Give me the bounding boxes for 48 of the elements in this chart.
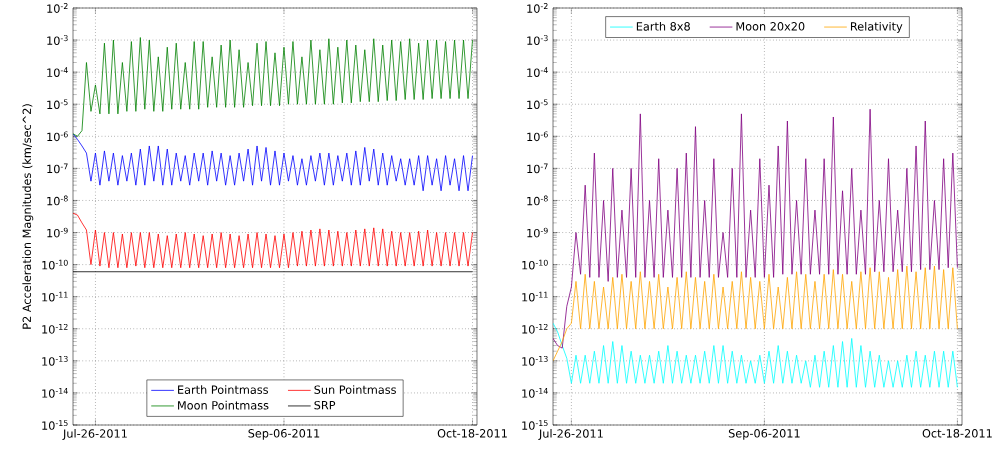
legend-label: Moon 20x20 xyxy=(736,22,805,31)
legend-label: SRP xyxy=(314,400,336,410)
y-tick-label: 10$^{-14}$ xyxy=(42,388,68,398)
y-tick-label: 10$^{-9}$ xyxy=(47,227,68,238)
y-tick-label: 10$^{-7}$ xyxy=(527,163,548,174)
y-tick-label: 10$^{-10}$ xyxy=(42,259,68,270)
x-tick-label: Sep-06-2011 xyxy=(248,429,320,440)
x-tick-label: Jul-26-2011 xyxy=(62,429,127,440)
y-tick-label: 10$^{-6}$ xyxy=(47,131,68,142)
y-tick-label: 10$^{-13}$ xyxy=(42,355,68,366)
line-series xyxy=(73,212,473,269)
y-tick-label: 10$^{-5}$ xyxy=(527,99,548,110)
legend-label: Relativity xyxy=(850,21,903,33)
y-tick-label: 10$^{-3}$ xyxy=(47,35,68,45)
line-series xyxy=(73,37,473,137)
legend-label: Earth Pointmass xyxy=(178,385,269,394)
y-tick-label: 10$^{-12}$ xyxy=(522,323,548,334)
x-tick-label: Jul-26-2011 xyxy=(538,429,603,440)
line-series xyxy=(553,322,958,388)
y-tick-label: 10$^{-2}$ xyxy=(527,3,548,13)
x-tick-label: Sep-06-2011 xyxy=(728,429,800,440)
y-tick-label: 10$^{-8}$ xyxy=(47,195,68,206)
y-tick-label: 10$^{-7}$ xyxy=(47,163,68,174)
legend-label: Moon Pointmass xyxy=(178,400,269,410)
line-series xyxy=(553,108,958,349)
y-tick-label: 10$^{-3}$ xyxy=(527,35,548,45)
y-tick-label: 10$^{-2}$ xyxy=(47,3,68,13)
legend-label: Sun Pointmass xyxy=(314,385,396,394)
line-series xyxy=(553,265,958,362)
y-tick-label: 10$^{-4}$ xyxy=(527,67,548,77)
y-tick-label: 10$^{-12}$ xyxy=(42,323,68,334)
y-tick-label: 10$^{-10}$ xyxy=(522,259,548,270)
y-tick-label: 10$^{-13}$ xyxy=(522,355,548,366)
y-tick-label: 10$^{-11}$ xyxy=(42,291,68,302)
y-tick-label: 10$^{-5}$ xyxy=(47,99,68,110)
y-tick-label: 10$^{-11}$ xyxy=(522,291,548,302)
y-tick-label: 10$^{-15}$ xyxy=(522,420,548,430)
y-tick-label: 10$^{-15}$ xyxy=(42,420,68,430)
line-series xyxy=(73,133,473,192)
x-tick-label: Oct-18-2011 xyxy=(437,429,507,438)
y-tick-label: 10$^{-14}$ xyxy=(522,388,548,398)
y-axis-title: P2 Acceleration Magnitudes (km/sec^2) xyxy=(22,104,34,329)
y-tick-label: 10$^{-4}$ xyxy=(47,67,68,77)
y-tick-label: 10$^{-9}$ xyxy=(527,227,548,238)
x-tick-label: Oct-18-2011 xyxy=(922,429,992,438)
y-tick-label: 10$^{-6}$ xyxy=(527,131,548,142)
y-tick-label: 10$^{-8}$ xyxy=(527,195,548,206)
legend-label: Earth 8x8 xyxy=(636,21,690,31)
